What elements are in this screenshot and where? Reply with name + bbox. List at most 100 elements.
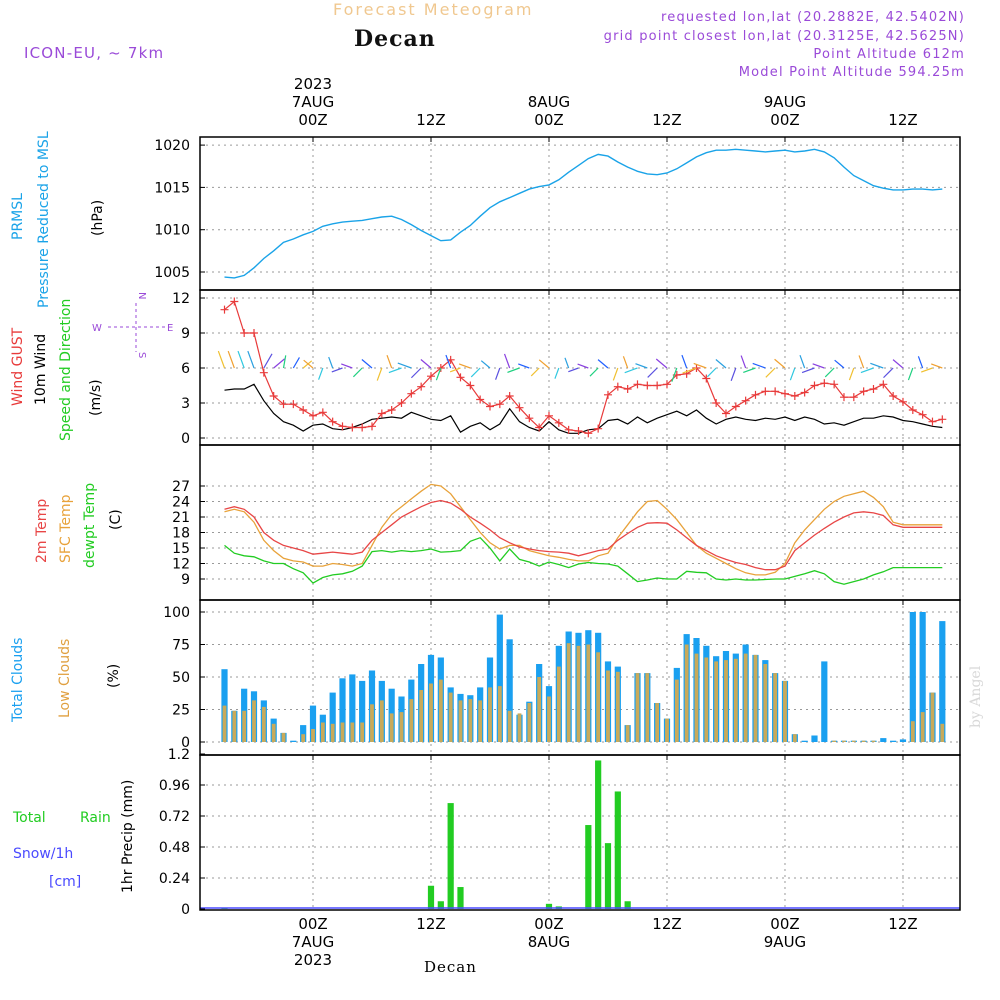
p5-label-total: Total [13,810,46,826]
low-cloud-bar [458,700,463,742]
gust-marker [367,422,376,431]
total-cloud-bar [349,674,356,742]
wind-direction-arrow [682,367,697,374]
low-cloud-bar [596,652,601,742]
top-time-label: 12Z [416,111,445,129]
gust-marker [613,382,622,391]
top-time-label: 00Z [298,111,327,129]
gust-marker [662,380,671,389]
gust-marker [269,392,278,400]
total-cloud-bar [919,612,926,742]
low-cloud-bar [399,712,404,742]
low-cloud-bar [871,740,876,742]
wind-direction-arrow [743,367,756,374]
rain-bar [427,885,435,909]
gust-marker [908,406,917,414]
location-title: Decan [354,26,436,52]
gust-marker [309,411,317,420]
low-cloud-bar [232,710,237,742]
low-cloud-bar [340,722,345,742]
wind-direction-arrow [273,358,285,369]
wind-direction-arrow [263,353,273,369]
y-tick-label: 1020 [154,138,190,154]
wind-direction-arrow [774,358,786,369]
y-tick-label: 0.72 [159,809,190,825]
low-cloud-bar [488,687,492,742]
point-altitude: Point Altitude 612m [813,47,965,62]
gust-marker [525,414,534,423]
chart-title: Forecast Meteogram [333,0,534,19]
wind-direction-arrow [907,367,914,381]
wind-direction-arrow [386,355,393,369]
gust-marker [299,406,308,414]
gust-marker [515,403,524,412]
wind-direction-arrow [730,367,737,381]
wind-direction-arrow [564,357,570,369]
total-cloud-bar [890,740,897,742]
gust-marker [859,387,868,396]
gust-marker [771,387,780,396]
top-time-label: 12Z [888,111,917,129]
total-cloud-bar [309,705,317,742]
gust-marker [318,408,327,417]
gust-marker [938,415,947,424]
panel-frame [199,136,961,291]
wind-direction-arrow [801,367,815,374]
gust-marker [830,380,839,389]
wind-direction-arrow [470,367,481,378]
y-tick-label: 3 [181,396,190,412]
low-cloud-bar [714,661,719,742]
gust-marker [230,297,239,306]
wind-direction-arrow [361,359,373,369]
low-cloud-bar [429,683,433,742]
gust-marker [387,406,396,414]
wind-direction-arrow [420,359,432,369]
bottom-time-label: 9AUG [764,933,806,951]
wind-direction-arrow [799,355,806,369]
low-cloud-bar [507,710,512,742]
total-cloud-bar [811,735,818,742]
low-cloud-bar [419,690,424,742]
y-tick-label: 0.48 [159,840,190,856]
low-cloud-bar [537,677,542,742]
low-cloud-bar [271,723,276,742]
low-cloud-bar [242,710,247,742]
y-tick-label: 12 [172,291,190,307]
sfc-temp-line [224,483,943,576]
y-tick-label: 1015 [154,180,190,196]
low-cloud-bar [301,734,306,742]
bottom-time-label: 8AUG [528,933,570,951]
y-tick-label: 0 [181,431,190,447]
wind-direction-arrow [681,354,688,369]
total-cloud-bar [339,678,346,742]
low-cloud-bar [350,722,355,742]
wind-direction-arrow [217,350,226,369]
wind-direction-arrow [622,356,629,369]
gust-marker [603,390,612,399]
wind-direction-arrow [655,358,668,369]
low-cloud-bar [674,679,679,742]
t2m-line [224,499,943,571]
y-tick-label: 75 [172,638,190,654]
wind-direction-arrow [671,367,678,382]
low-cloud-bar [360,722,365,742]
gust-marker [820,379,829,388]
gust-marker [879,380,888,389]
rain-bar [447,803,454,909]
gust-marker [505,392,514,400]
low-cloud-bar [940,723,945,742]
gust-marker [564,425,573,434]
low-cloud-bar [783,680,787,742]
gust-marker [466,381,475,390]
wind-direction-arrow [445,354,452,369]
gust-marker [761,387,770,396]
low-cloud-bar [753,654,758,742]
total-cloud-bar [909,612,916,742]
wind-direction-arrow [554,367,560,379]
p5-label-cm: [cm] [49,874,82,890]
low-cloud-bar [261,706,266,742]
gust-marker [751,390,760,399]
wind-direction-arrow [597,359,609,369]
wind-direction-arrow [352,367,363,378]
